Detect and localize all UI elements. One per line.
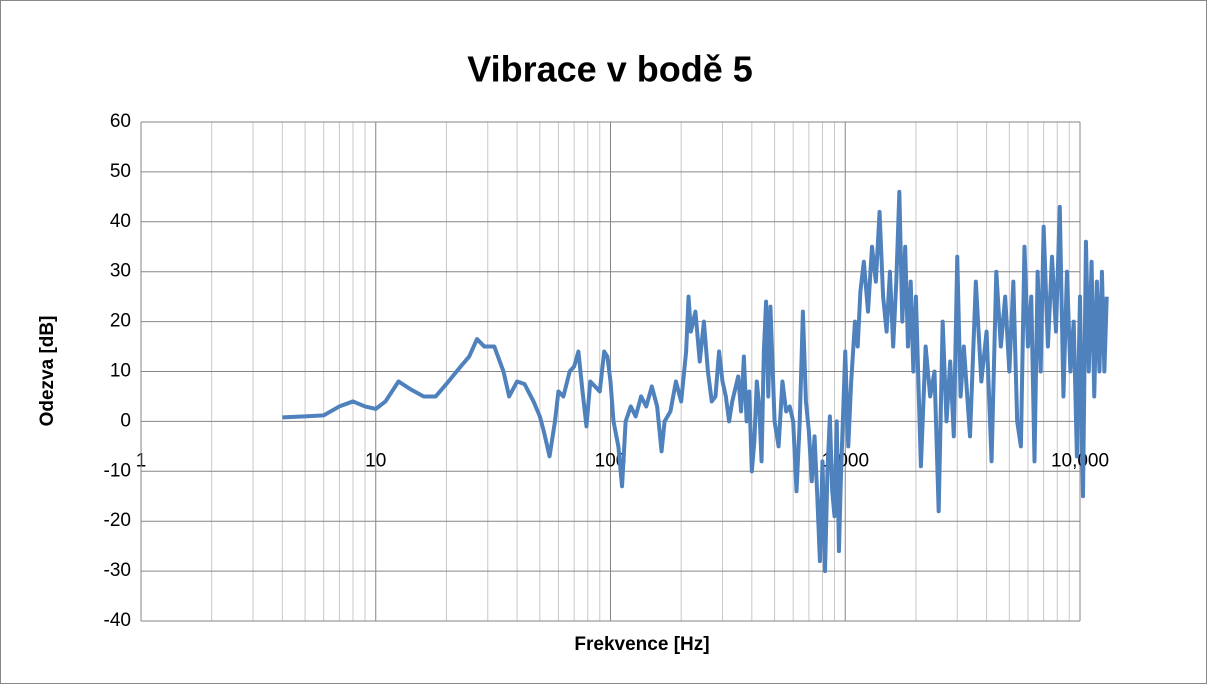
x-tick-label: 10 bbox=[365, 450, 386, 471]
y-tick-label: 0 bbox=[120, 410, 131, 431]
y-tick-label: -30 bbox=[104, 560, 131, 581]
y-tick-label: 20 bbox=[110, 311, 131, 332]
y-tick-label: 50 bbox=[110, 161, 131, 182]
x-axis-label: Frekvence [Hz] bbox=[574, 634, 709, 655]
y-tick-label: -10 bbox=[104, 460, 131, 481]
y-tick-label: 10 bbox=[110, 361, 131, 382]
y-axis-label: Odezva [dB] bbox=[37, 316, 58, 427]
x-tick-label: 10,000 bbox=[1051, 450, 1109, 471]
chart-title: Vibrace v bodě 5 bbox=[467, 49, 752, 90]
y-tick-label: -20 bbox=[104, 510, 131, 531]
y-tick-label: -40 bbox=[104, 610, 131, 631]
y-tick-label: 40 bbox=[110, 211, 131, 232]
data-line bbox=[282, 189, 1109, 574]
y-tick-label: 30 bbox=[110, 261, 131, 282]
y-tick-label: 60 bbox=[110, 111, 131, 132]
